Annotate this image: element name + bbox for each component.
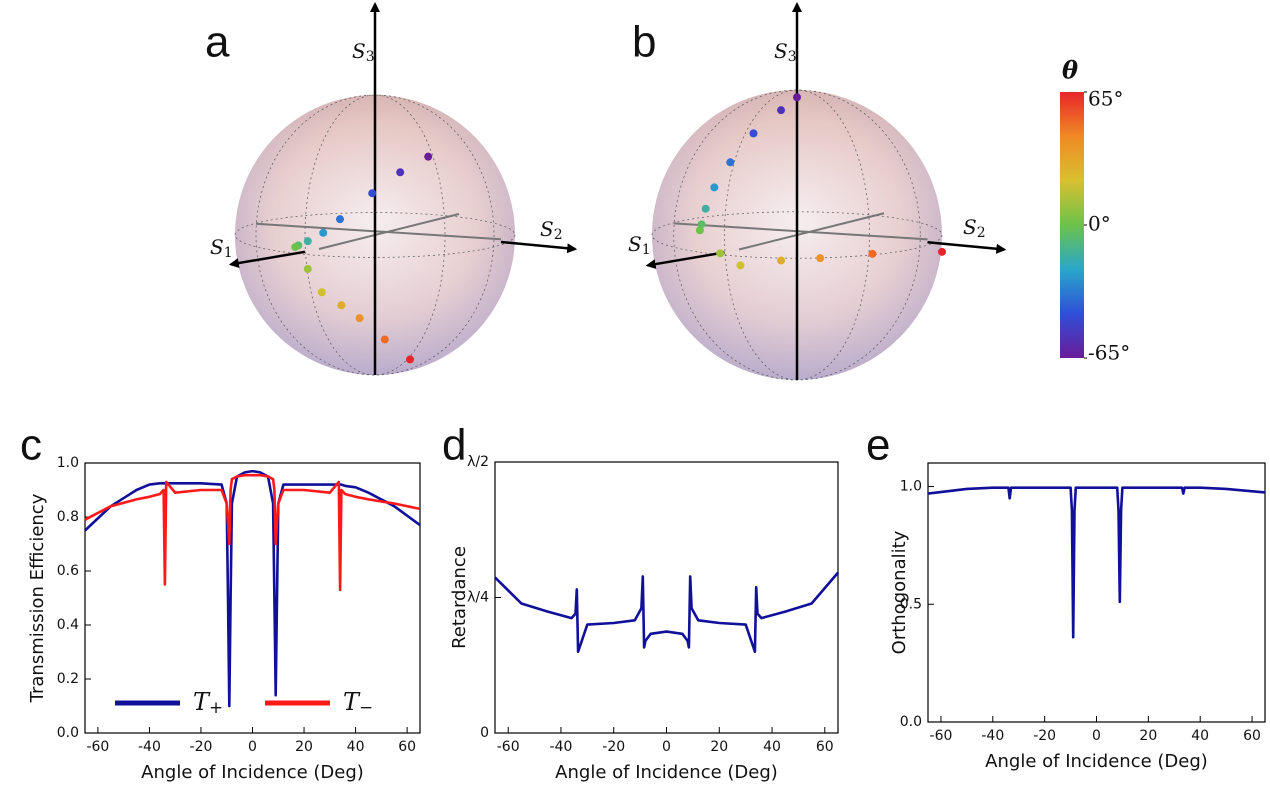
x-tick-label: 20 xyxy=(1139,728,1157,744)
state-point xyxy=(303,237,312,246)
x-tick-label: -20 xyxy=(1033,728,1056,744)
x-axis-title: Angle of Incidence (Deg) xyxy=(141,762,364,783)
x-tick-label: 0 xyxy=(248,739,257,755)
panel-label: e xyxy=(866,421,890,470)
state-point xyxy=(938,247,946,256)
y-tick-label: 0.8 xyxy=(57,509,79,525)
x-tick-label: 60 xyxy=(398,739,416,755)
state-point xyxy=(736,261,745,270)
data-line xyxy=(84,469,421,708)
x-tick-label: 60 xyxy=(816,739,834,755)
axis-label: S3 xyxy=(352,39,375,66)
state-point xyxy=(396,168,405,177)
axis-s1 xyxy=(645,251,725,270)
axis-s2 xyxy=(927,241,1007,254)
y-tick-label: 1.0 xyxy=(57,455,79,471)
plot-frame xyxy=(494,461,839,734)
state-point xyxy=(291,243,300,252)
state-point xyxy=(777,106,786,115)
x-tick-label: 40 xyxy=(1191,728,1209,744)
state-point xyxy=(317,288,326,297)
equator xyxy=(234,212,516,258)
y-tick-label: 0.5 xyxy=(900,596,922,612)
axis-label: S2 xyxy=(963,215,986,242)
axis-s1 xyxy=(228,250,306,268)
colorbar xyxy=(1060,92,1084,358)
state-point xyxy=(380,335,389,344)
x-tick-label: -40 xyxy=(138,739,161,755)
x-tick-label: -40 xyxy=(550,739,573,755)
state-point xyxy=(793,93,801,102)
axis-inner xyxy=(255,222,502,241)
state-point xyxy=(355,314,364,323)
y-tick-label: 1.0 xyxy=(900,479,922,495)
x-tick-label: 0 xyxy=(662,739,671,755)
state-point xyxy=(816,254,825,263)
state-point xyxy=(726,158,735,167)
y-tick-label: 0.4 xyxy=(57,617,79,633)
colorbar-tick-label: 65° xyxy=(1088,87,1123,111)
state-point xyxy=(710,183,719,192)
state-point xyxy=(368,189,377,198)
x-tick-label: 40 xyxy=(763,739,781,755)
state-point xyxy=(319,228,328,237)
state-point xyxy=(303,264,312,273)
state-point xyxy=(701,204,710,213)
axis-label: S2 xyxy=(540,217,563,244)
colorbar-tick-label: 0° xyxy=(1088,212,1111,236)
y-tick-label: 0 xyxy=(480,725,489,741)
y-axis-title: Transmission Efficiency xyxy=(27,493,48,703)
state-point xyxy=(716,249,725,258)
x-tick-label: -60 xyxy=(86,739,109,755)
x-tick-label: 20 xyxy=(295,739,313,755)
y-tick-label: λ/2 xyxy=(467,454,489,470)
x-tick-label: -20 xyxy=(190,739,213,755)
colorbar-title: θ xyxy=(1062,56,1078,85)
x-tick-label: 20 xyxy=(710,739,728,755)
state-point xyxy=(695,226,704,235)
panel-label: b xyxy=(632,18,656,67)
x-tick-label: -20 xyxy=(602,739,625,755)
axis-label: S1 xyxy=(210,235,233,262)
state-point xyxy=(777,256,786,265)
x-axis-title: Angle of Incidence (Deg) xyxy=(555,762,778,783)
state-point xyxy=(424,152,433,161)
panel-label: c xyxy=(20,421,42,470)
axis-inner xyxy=(673,222,928,241)
x-tick-label: -60 xyxy=(497,739,520,755)
y-tick-label: 0.0 xyxy=(57,725,79,741)
axis-s2 xyxy=(500,240,578,254)
legend-label: T+ xyxy=(193,688,223,717)
state-point xyxy=(336,215,344,224)
x-axis-title: Angle of Incidence (Deg) xyxy=(985,751,1208,772)
x-tick-label: 0 xyxy=(1092,728,1101,744)
state-point xyxy=(406,355,414,364)
x-tick-label: 60 xyxy=(1243,728,1261,744)
y-axis-title: Orthogonality xyxy=(889,530,910,654)
state-point xyxy=(868,249,877,258)
legend-label: T− xyxy=(343,688,373,717)
plot-frame xyxy=(84,462,421,734)
y-tick-label: 0.6 xyxy=(57,563,79,579)
colorbar-tick-label: -65° xyxy=(1088,341,1130,365)
x-tick-label: 40 xyxy=(347,739,365,755)
axis-label: S3 xyxy=(774,39,797,66)
x-tick-label: -60 xyxy=(930,728,953,744)
y-tick-label: 0.0 xyxy=(900,714,922,730)
y-tick-label: λ/4 xyxy=(467,590,489,606)
data-line xyxy=(494,571,839,653)
axis-label: S1 xyxy=(628,232,651,259)
x-tick-label: -40 xyxy=(981,728,1004,744)
data-line xyxy=(84,473,421,592)
state-point xyxy=(337,301,346,310)
plot-frame xyxy=(927,462,1266,723)
data-line xyxy=(927,486,1266,639)
y-tick-label: 0.2 xyxy=(57,671,79,687)
panel-label: a xyxy=(205,18,230,67)
panel-label: d xyxy=(442,421,466,470)
state-point xyxy=(749,129,758,138)
y-axis-title: Retardance xyxy=(449,546,470,649)
